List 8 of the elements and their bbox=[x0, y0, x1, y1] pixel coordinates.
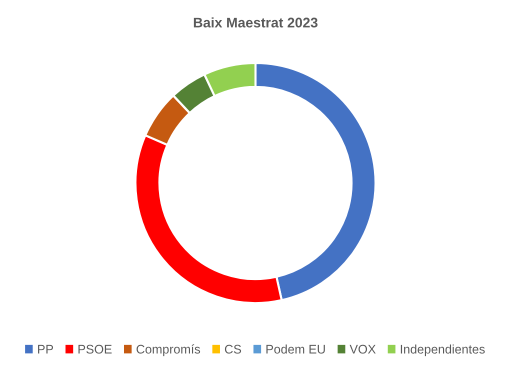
legend-label: PSOE bbox=[78, 344, 112, 354]
legend-label: PP bbox=[38, 344, 54, 354]
legend-label: CS bbox=[224, 344, 242, 354]
legend-label: Compromís bbox=[136, 344, 200, 356]
legend-label: Podem EU bbox=[266, 344, 325, 354]
chart-title: Baix Maestrat 2023 bbox=[194, 17, 318, 28]
legend-label: VOX bbox=[350, 344, 376, 354]
legend-label: Independientes bbox=[400, 344, 485, 356]
